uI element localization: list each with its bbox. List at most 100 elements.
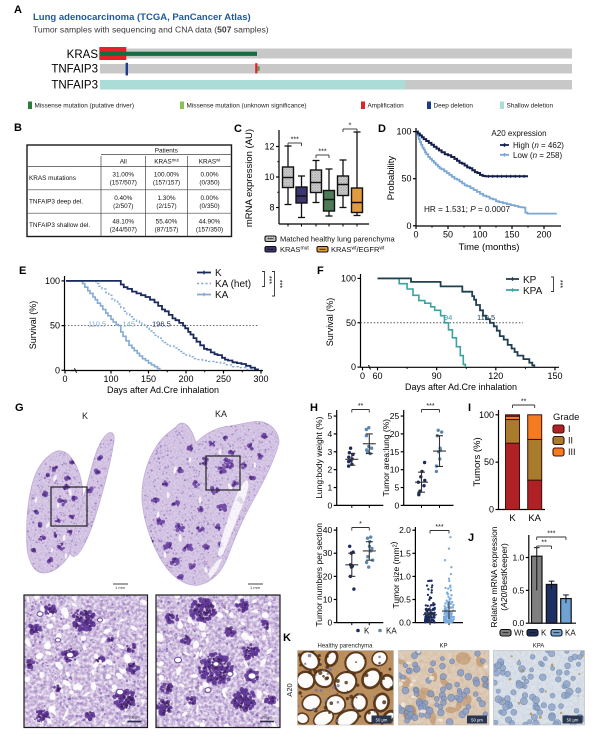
svg-text:Lung adenocarcinoma (TCGA, Pan: Lung adenocarcinoma (TCGA, PanCancer Atl…	[33, 12, 251, 23]
svg-text:12: 12	[264, 142, 274, 152]
svg-text:0: 0	[351, 362, 356, 372]
svg-text:(244/507): (244/507)	[110, 226, 137, 233]
svg-text:1 mm: 1 mm	[250, 585, 261, 590]
svg-text:TNFAIP3 shallow del.: TNFAIP3 shallow del.	[29, 222, 90, 229]
svg-text:***: ***	[318, 149, 326, 156]
svg-text:50: 50	[50, 321, 60, 331]
svg-text:196.5: 196.5	[152, 320, 171, 329]
svg-text:*: *	[349, 123, 352, 130]
svg-text:150: 150	[547, 371, 562, 381]
svg-text:KPA: KPA	[523, 286, 543, 297]
svg-text:(157/350): (157/350)	[196, 226, 223, 233]
svg-text:TNFAIP3: TNFAIP3	[51, 80, 98, 92]
svg-text:KRASmut: KRASmut	[154, 158, 179, 166]
svg-text:0.00%: 0.00%	[200, 195, 218, 202]
svg-text:Amplification: Amplification	[368, 103, 405, 110]
svg-text:F: F	[317, 265, 324, 277]
svg-text:(87/157): (87/157)	[155, 226, 179, 233]
svg-text:KRASwt: KRASwt	[199, 158, 221, 166]
svg-text:Low (n = 258): Low (n = 258)	[513, 151, 562, 160]
svg-text:KA: KA	[215, 409, 227, 419]
svg-text:K: K	[82, 411, 88, 421]
svg-text:KRAS mutations: KRAS mutations	[29, 175, 76, 182]
svg-text:300: 300	[253, 374, 268, 384]
svg-text:100: 100	[45, 276, 60, 286]
svg-text:C: C	[234, 123, 242, 135]
svg-text:Probability: Probability	[386, 156, 397, 201]
svg-text:55.40%: 55.40%	[156, 218, 178, 225]
svg-text:200 μm: 200 μm	[129, 716, 140, 720]
svg-text:KRASmut: KRASmut	[280, 245, 309, 254]
svg-text:Days after Ad.Cre inhalation: Days after Ad.Cre inhalation	[405, 382, 517, 392]
svg-text:***: ***	[265, 276, 272, 284]
svg-text:60: 60	[372, 371, 382, 381]
svg-text:31.00%: 31.00%	[112, 172, 134, 179]
svg-text:***: ***	[276, 280, 283, 288]
svg-text:(2/157): (2/157)	[156, 203, 176, 210]
svg-text:KP: KP	[523, 275, 537, 286]
svg-text:A: A	[14, 4, 22, 16]
svg-text:Tumor samples with sequencing: Tumor samples with sequencing and CNA da…	[33, 25, 269, 35]
svg-text:100: 100	[103, 374, 118, 384]
svg-text:Days after Ad.Cre inhalation: Days after Ad.Cre inhalation	[107, 385, 219, 395]
svg-text:200: 200	[178, 374, 193, 384]
svg-text:G: G	[15, 402, 24, 414]
svg-text:145: 145	[123, 320, 136, 329]
svg-text:8: 8	[269, 203, 274, 213]
svg-text:1 mm: 1 mm	[115, 585, 126, 590]
svg-text:50: 50	[401, 174, 411, 184]
svg-text:1.30%: 1.30%	[157, 195, 175, 202]
svg-text:50: 50	[443, 230, 453, 240]
svg-text:48.10%: 48.10%	[112, 218, 134, 225]
svg-text:Shallow deletion: Shallow deletion	[507, 103, 554, 110]
svg-text:B: B	[14, 122, 22, 134]
svg-text:HR = 1.531; P = 0.0007: HR = 1.531; P = 0.0007	[424, 205, 510, 214]
svg-text:0.40%: 0.40%	[114, 195, 132, 202]
svg-text:0: 0	[55, 365, 60, 375]
svg-text:***: ***	[556, 280, 563, 288]
svg-text:TNFAIP3 deep del.: TNFAIP3 deep del.	[29, 199, 83, 206]
svg-text:All: All	[120, 159, 127, 166]
svg-text:mRNA expression (AU): mRNA expression (AU)	[244, 129, 255, 227]
svg-text:Patients: Patients	[155, 148, 178, 155]
svg-text:A20 expression: A20 expression	[491, 129, 546, 138]
svg-text:200: 200	[536, 230, 551, 240]
svg-text:0: 0	[360, 371, 365, 381]
svg-text:100: 100	[472, 230, 487, 240]
svg-text:100: 100	[396, 127, 411, 137]
svg-text:0.00%: 0.00%	[200, 172, 218, 179]
svg-text:120: 120	[488, 371, 503, 381]
svg-text:K: K	[215, 268, 222, 279]
svg-text:KRAS: KRAS	[67, 49, 99, 61]
svg-text:90: 90	[432, 371, 442, 381]
svg-text:10: 10	[264, 172, 274, 182]
svg-text:0: 0	[413, 230, 418, 240]
svg-text:250: 250	[216, 374, 231, 384]
svg-text:150: 150	[141, 374, 156, 384]
svg-text:Deep deletion: Deep deletion	[434, 103, 474, 110]
svg-text:100: 100	[341, 273, 356, 283]
svg-text:150: 150	[504, 230, 519, 240]
svg-text:KA (het): KA (het)	[215, 279, 251, 290]
svg-text:(0/350): (0/350)	[199, 180, 219, 187]
svg-text:Matched healthy lung parenchym: Matched healthy lung parenchyma	[280, 235, 395, 244]
svg-text:0: 0	[406, 221, 411, 231]
svg-text:(0/350): (0/350)	[199, 203, 219, 210]
svg-text:KA: KA	[215, 290, 229, 301]
svg-text:KRASwt/EGFRwt: KRASwt/EGFRwt	[331, 245, 385, 254]
svg-text:(2/507): (2/507)	[113, 203, 133, 210]
svg-text:(157/157): (157/157)	[153, 180, 180, 187]
svg-text:100.00%: 100.00%	[154, 172, 180, 179]
svg-text:(157/507): (157/507)	[110, 180, 137, 187]
svg-text:Missense mutation (putative dr: Missense mutation (putative driver)	[35, 103, 134, 110]
svg-text:High (n = 462): High (n = 462)	[513, 141, 564, 150]
svg-text:D: D	[378, 123, 386, 135]
svg-text:0: 0	[62, 374, 67, 384]
svg-text:***: ***	[291, 137, 299, 144]
svg-text:50: 50	[346, 318, 356, 328]
svg-text:Time (months): Time (months)	[459, 242, 520, 253]
svg-text:44.90%: 44.90%	[199, 218, 221, 225]
svg-text:110.5: 110.5	[88, 320, 106, 329]
svg-text:Survival (%): Survival (%)	[325, 298, 335, 347]
svg-text:Missense mutation (unknown sig: Missense mutation (unknown significance)	[187, 103, 307, 110]
